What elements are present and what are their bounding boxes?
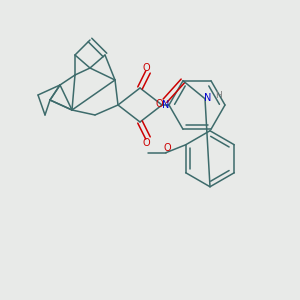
Text: O: O — [155, 99, 163, 109]
Text: N: N — [204, 93, 212, 103]
Text: H: H — [216, 91, 222, 100]
Text: O: O — [142, 63, 150, 73]
Text: O: O — [164, 143, 172, 153]
Text: O: O — [142, 138, 150, 148]
Text: N: N — [162, 100, 170, 110]
